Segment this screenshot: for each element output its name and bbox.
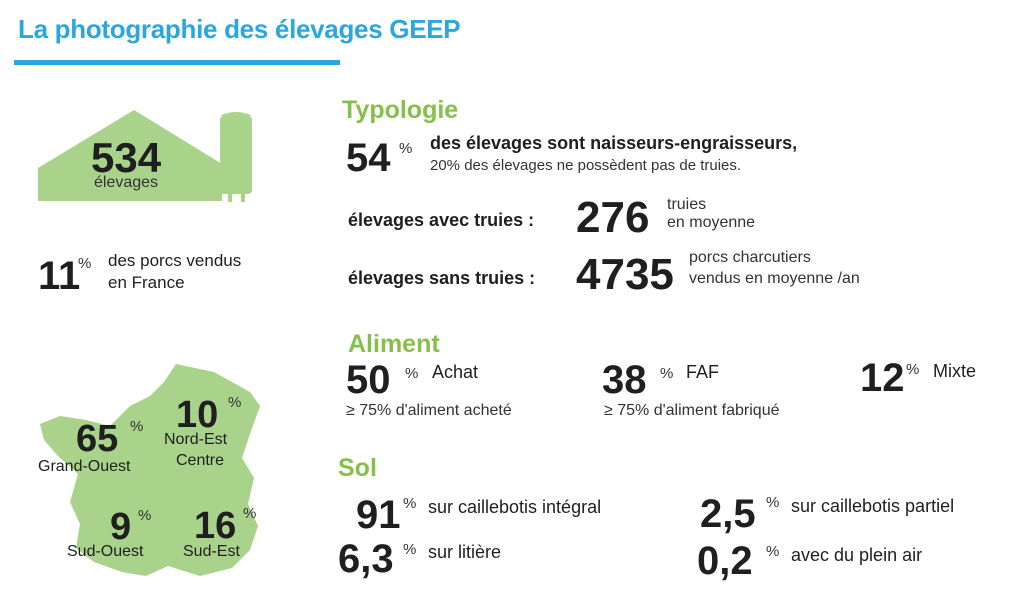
with-sows-line1: truies bbox=[667, 196, 707, 213]
typologie-share-line1: des élevages sont naisseurs-engraisseurs… bbox=[430, 133, 798, 153]
region-nord-est-value: 10 bbox=[176, 394, 219, 436]
with-sows-value: 276 bbox=[576, 193, 650, 242]
aliment-achat-sub: ≥ 75% d'aliment acheté bbox=[346, 402, 512, 419]
without-sows-line1: porcs charcutiers bbox=[689, 249, 811, 266]
aliment-mixte-value: 12 bbox=[860, 356, 905, 400]
sol-plein-air-unit: % bbox=[766, 543, 780, 560]
aliment-achat-label: Achat bbox=[432, 362, 479, 382]
with-sows-label: élevages avec truies : bbox=[348, 210, 535, 230]
region-nord-est-unit: % bbox=[228, 394, 242, 411]
without-sows-value: 4735 bbox=[576, 250, 674, 299]
sol-plein-air-label: avec du plein air bbox=[791, 545, 923, 565]
sol-partiel-value: 2,5 bbox=[700, 492, 756, 536]
page-title: La photographie des élevages GEEP bbox=[18, 14, 461, 44]
sol-litiere-label: sur litière bbox=[428, 542, 502, 562]
farm-icon bbox=[38, 110, 252, 202]
region-grand-ouest-value: 65 bbox=[76, 418, 119, 460]
pigs-share-value: 11 bbox=[38, 254, 81, 298]
aliment-faf-value: 38 bbox=[602, 358, 647, 402]
aliment-faf-unit: % bbox=[660, 365, 674, 382]
without-sows-label: élevages sans truies : bbox=[348, 268, 536, 288]
sol-integral-value: 91 bbox=[356, 493, 401, 537]
region-sud-ouest-value: 9 bbox=[110, 506, 132, 548]
pigs-share-line2: en France bbox=[108, 273, 185, 292]
aliment-heading: Aliment bbox=[348, 330, 440, 358]
farm-label: élevages bbox=[94, 174, 159, 191]
sol-plein-air-value: 0,2 bbox=[697, 539, 753, 583]
region-sud-ouest-label: Sud-Ouest bbox=[67, 543, 144, 560]
sol-litiere-value: 6,3 bbox=[338, 537, 394, 581]
region-nord-est-label-line1: Nord-Est bbox=[164, 431, 228, 448]
region-sud-est-value: 16 bbox=[194, 505, 237, 547]
pigs-share-unit: % bbox=[78, 255, 92, 272]
aliment-achat-value: 50 bbox=[346, 358, 391, 402]
pigs-share-line1: des porcs vendus bbox=[108, 251, 242, 270]
typologie-share-unit: % bbox=[399, 140, 413, 157]
sol-heading: Sol bbox=[338, 454, 377, 482]
aliment-faf-label: FAF bbox=[686, 362, 720, 382]
typologie-share-value: 54 bbox=[346, 136, 391, 180]
typologie-share-line2: 20% des élevages ne possèdent pas de tru… bbox=[430, 157, 742, 174]
region-nord-est-label-line2: Centre bbox=[176, 452, 225, 469]
region-grand-ouest-label: Grand-Ouest bbox=[38, 458, 131, 475]
aliment-mixte-label: Mixte bbox=[933, 361, 977, 381]
region-sud-ouest-unit: % bbox=[138, 507, 152, 524]
farm-count: 534 bbox=[91, 134, 162, 181]
sol-litiere-unit: % bbox=[403, 541, 417, 558]
sol-integral-unit: % bbox=[403, 495, 417, 512]
region-grand-ouest-unit: % bbox=[130, 418, 144, 435]
aliment-mixte-unit: % bbox=[906, 361, 920, 378]
region-sud-est-label: Sud-Est bbox=[183, 543, 240, 560]
aliment-faf-sub: ≥ 75% d'aliment fabriqué bbox=[604, 402, 780, 419]
without-sows-line2: vendus en moyenne /an bbox=[689, 270, 860, 287]
france-map bbox=[40, 364, 260, 576]
sol-partiel-unit: % bbox=[766, 494, 780, 511]
sol-integral-label: sur caillebotis intégral bbox=[428, 497, 602, 517]
aliment-achat-unit: % bbox=[405, 365, 419, 382]
title-underline bbox=[14, 60, 340, 65]
typologie-heading: Typologie bbox=[342, 96, 459, 124]
sol-partiel-label: sur caillebotis partiel bbox=[791, 496, 955, 516]
region-sud-est-unit: % bbox=[243, 505, 257, 522]
with-sows-line2: en moyenne bbox=[667, 214, 756, 231]
